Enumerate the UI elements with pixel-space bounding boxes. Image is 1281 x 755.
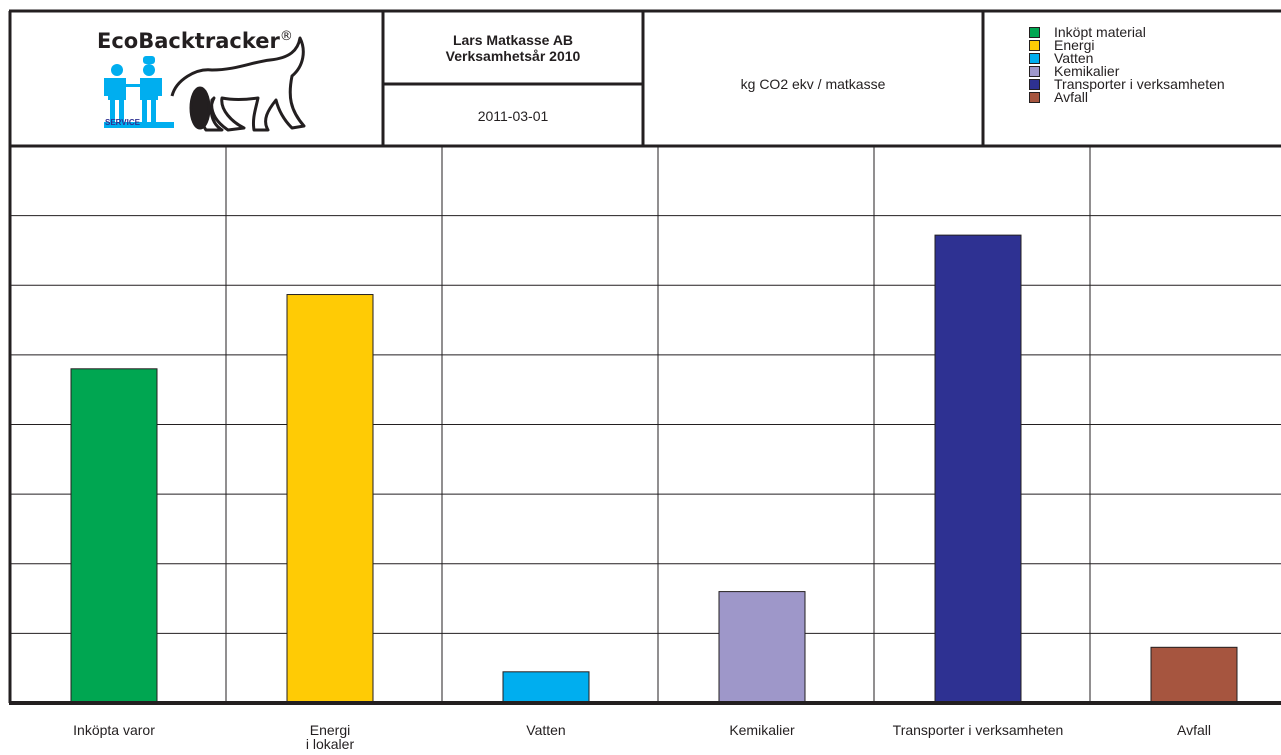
bar [1150, 646, 1238, 704]
legend-label: Transporter i verksamheten [1054, 76, 1225, 92]
category-label-line: Inköpta varor [73, 722, 155, 738]
legend-label: Kemikalier [1054, 63, 1120, 79]
category-label: Energi i lokaler [230, 723, 430, 751]
company-block: Lars Matkasse AB Verksamhetsår 2010 [383, 32, 643, 64]
logo-registered-mark: ® [279, 29, 293, 44]
category-label: Transporter i verksamheten [878, 723, 1078, 737]
bar [286, 294, 374, 704]
legend-swatch [1029, 53, 1040, 64]
logo-service-text: SERVICE [105, 118, 141, 127]
bar-layer [70, 234, 1238, 704]
legend-swatch [1029, 79, 1040, 90]
fiscal-year: Verksamhetsår 2010 [445, 48, 581, 64]
logo-name: EcoBacktracker [97, 29, 280, 53]
category-label-line: Kemikalier [729, 722, 795, 738]
bar [502, 671, 590, 704]
category-label-line: Energi [309, 722, 351, 738]
legend-item: Vatten [1029, 50, 1094, 66]
legend-item: Transporter i verksamheten [1029, 76, 1225, 92]
logo-text: EcoBacktracker® [97, 29, 293, 53]
legend-item: Avfall [1029, 89, 1088, 105]
legend-item: Energi [1029, 37, 1095, 53]
bar [718, 591, 806, 704]
legend-swatch [1029, 27, 1040, 38]
legend-swatch [1029, 40, 1040, 51]
category-label: Inköpta varor [14, 723, 214, 737]
legend-label: Vatten [1054, 50, 1094, 66]
bar [934, 234, 1022, 704]
legend-item: Kemikalier [1029, 63, 1120, 79]
logo-dog [170, 36, 306, 132]
category-label: Vatten [446, 723, 646, 737]
bar [70, 368, 158, 704]
category-label: Avfall [1094, 723, 1281, 737]
legend-item: Inköpt material [1029, 24, 1146, 40]
company-name: Lars Matkasse AB [452, 32, 574, 48]
legend-label: Energi [1054, 37, 1095, 53]
category-label: Kemikalier [662, 723, 862, 737]
logo-figures [104, 56, 174, 128]
report-date: 2011-03-01 [477, 108, 549, 124]
legend-label: Inköpt material [1054, 24, 1146, 40]
legend-label: Avfall [1054, 89, 1088, 105]
category-label-line: i lokaler [305, 736, 355, 752]
legend-swatch [1029, 66, 1040, 77]
category-label-line: Avfall [1177, 722, 1211, 738]
category-label-line: Vatten [526, 722, 566, 738]
unit-label: kg CO2 ekv / matkasse [740, 76, 886, 92]
category-label-line: Transporter i verksamheten [892, 722, 1064, 738]
grid-layer [8, 146, 1281, 703]
legend-swatch [1029, 92, 1040, 103]
header-frame [8, 9, 1281, 148]
